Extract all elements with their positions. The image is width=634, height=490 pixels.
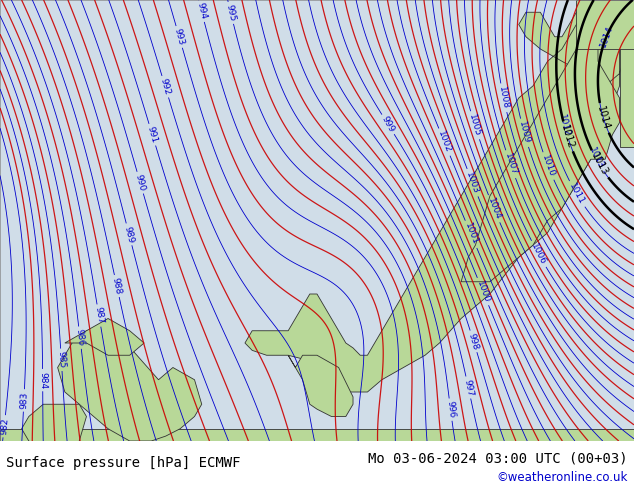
Text: 1011: 1011 (567, 182, 586, 206)
Text: 1013: 1013 (586, 146, 605, 171)
Text: 986: 986 (75, 329, 86, 347)
Text: 982: 982 (0, 417, 10, 435)
Text: ©weatheronline.co.uk: ©weatheronline.co.uk (496, 471, 628, 484)
Text: 1008: 1008 (497, 86, 510, 110)
Polygon shape (245, 12, 627, 392)
Text: 989: 989 (123, 225, 136, 244)
Polygon shape (576, 0, 634, 49)
Text: 985: 985 (56, 351, 67, 368)
Text: 999: 999 (380, 115, 396, 134)
Text: 1002: 1002 (436, 130, 453, 154)
Text: 997: 997 (462, 378, 474, 397)
Text: 1003: 1003 (465, 171, 481, 195)
Polygon shape (65, 318, 144, 355)
Text: 1000: 1000 (475, 279, 491, 304)
Text: 1004: 1004 (486, 196, 502, 221)
Text: 1007: 1007 (503, 152, 518, 176)
Text: 994: 994 (195, 1, 208, 21)
Text: 988: 988 (111, 277, 123, 295)
Text: 1009: 1009 (517, 121, 531, 145)
Text: 983: 983 (19, 392, 29, 409)
Text: 991: 991 (146, 125, 159, 144)
Text: 1001: 1001 (463, 222, 479, 246)
Text: 1012: 1012 (557, 113, 571, 138)
Text: 1006: 1006 (529, 242, 548, 266)
Text: 1013: 1013 (589, 151, 609, 177)
Polygon shape (619, 0, 634, 147)
Polygon shape (288, 355, 353, 416)
Text: 992: 992 (158, 77, 172, 96)
Polygon shape (58, 331, 202, 441)
Text: 1012: 1012 (559, 123, 576, 150)
Text: 1010: 1010 (540, 154, 556, 178)
Text: 987: 987 (93, 306, 105, 325)
Text: 995: 995 (224, 3, 237, 23)
Text: 1005: 1005 (467, 113, 482, 138)
Text: 984: 984 (38, 371, 47, 389)
Text: 1014: 1014 (598, 24, 614, 49)
Text: Surface pressure [hPa] ECMWF: Surface pressure [hPa] ECMWF (6, 456, 241, 470)
Text: 996: 996 (445, 400, 456, 419)
Text: 998: 998 (467, 332, 480, 351)
Text: Mo 03-06-2024 03:00 UTC (00+03): Mo 03-06-2024 03:00 UTC (00+03) (368, 451, 628, 465)
Text: 990: 990 (134, 173, 146, 192)
Polygon shape (22, 404, 86, 453)
Bar (0, 429, 634, 441)
Polygon shape (461, 12, 619, 282)
Text: 1014: 1014 (595, 105, 611, 131)
Text: 993: 993 (172, 27, 186, 47)
